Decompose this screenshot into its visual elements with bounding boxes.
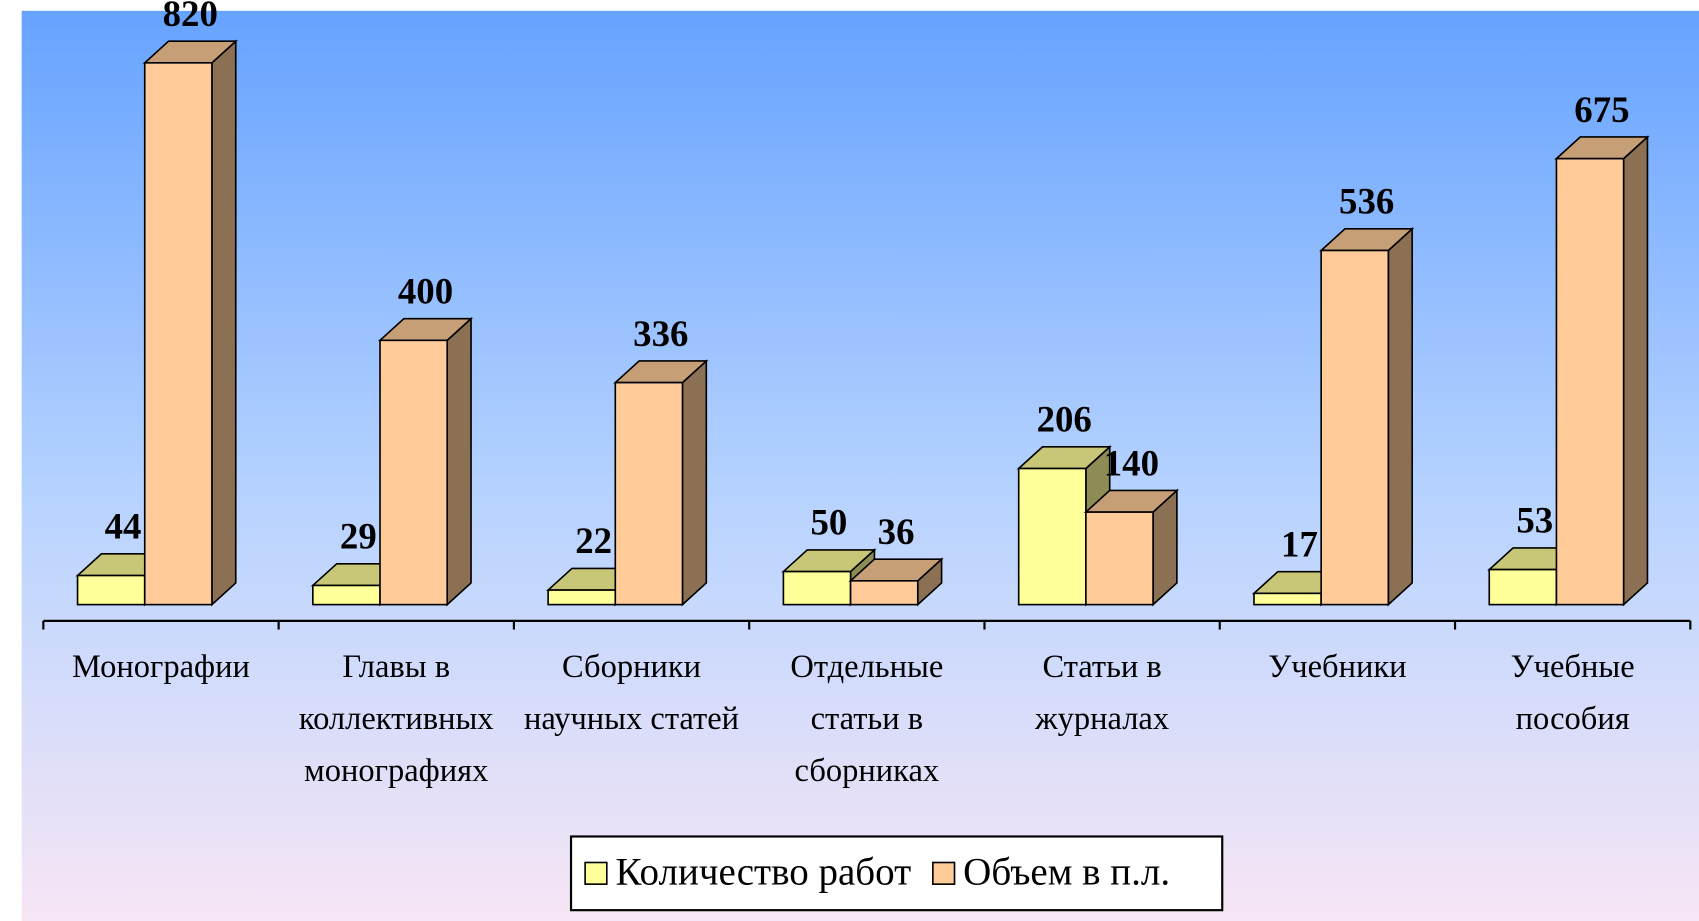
x-tick-label: Сборники научных статей bbox=[524, 649, 740, 737]
data-label: 400 bbox=[398, 270, 453, 311]
data-label: 44 bbox=[105, 506, 142, 547]
bar-front bbox=[614, 381, 684, 606]
bar-front bbox=[379, 339, 449, 606]
legend-swatch bbox=[932, 861, 956, 885]
bar-front bbox=[1085, 511, 1154, 606]
plot-background bbox=[21, 10, 1699, 921]
bar-front bbox=[1017, 467, 1087, 606]
legend: Количество работ Объем в п.л. bbox=[569, 835, 1224, 912]
bar-side bbox=[446, 316, 472, 607]
legend-label: Количество работ bbox=[615, 850, 911, 893]
x-tick-label-box: Главы в коллективных монографиях bbox=[298, 649, 494, 789]
x-tick-label-box: Учебные пособия bbox=[1510, 649, 1635, 737]
bar-side bbox=[1387, 226, 1413, 607]
x-tick-label: Учебные пособия bbox=[1510, 649, 1635, 737]
data-label: 336 bbox=[633, 313, 688, 354]
bar-front bbox=[312, 584, 381, 606]
x-tick-label-box: Монографии bbox=[72, 649, 250, 685]
bar-side bbox=[1622, 135, 1649, 607]
data-label: 17 bbox=[1281, 524, 1318, 565]
bar bbox=[848, 557, 944, 607]
data-label: 820 bbox=[163, 0, 218, 34]
bar-side bbox=[681, 359, 708, 607]
data-label: 140 bbox=[1104, 442, 1159, 483]
bar-front bbox=[1253, 592, 1322, 606]
legend-label: Объем в п.л. bbox=[963, 850, 1170, 893]
bar-front bbox=[1488, 568, 1558, 606]
bar-front bbox=[1555, 157, 1625, 606]
bar bbox=[613, 359, 709, 607]
x-tick-label: Отдельные статьи в сборниках bbox=[790, 649, 944, 789]
bar bbox=[377, 316, 474, 607]
bar bbox=[1319, 226, 1415, 607]
bar-front bbox=[547, 589, 617, 606]
bar-front bbox=[849, 580, 919, 606]
bar bbox=[1554, 135, 1650, 607]
x-tick-label-box: Сборники научных статей bbox=[524, 649, 740, 737]
x-tick-label-box: Отдельные статьи в сборниках bbox=[790, 649, 944, 789]
bar bbox=[142, 39, 238, 607]
x-tick-label-box: Учебники bbox=[1268, 649, 1407, 685]
legend-box bbox=[569, 835, 1224, 912]
data-label: 36 bbox=[878, 511, 915, 552]
x-tick-label: Учебники bbox=[1268, 649, 1407, 685]
x-tick-label: Статьи в журналах bbox=[1035, 649, 1170, 737]
legend-swatch bbox=[584, 861, 608, 885]
data-label: 536 bbox=[1339, 181, 1394, 222]
x-tick-label: Монографии bbox=[72, 649, 250, 685]
bar-side bbox=[211, 39, 237, 607]
data-label: 53 bbox=[1516, 500, 1553, 541]
bar-front bbox=[76, 574, 146, 606]
bar-front bbox=[782, 570, 852, 606]
bar-front bbox=[143, 62, 213, 606]
data-label: 206 bbox=[1037, 399, 1092, 440]
data-label: 50 bbox=[810, 502, 847, 543]
x-tick-label: Главы в коллективных монографиях bbox=[298, 649, 494, 789]
data-label: 675 bbox=[1574, 89, 1629, 130]
data-label: 29 bbox=[340, 516, 377, 557]
bar-front bbox=[1320, 249, 1390, 606]
bar bbox=[1083, 488, 1179, 607]
x-tick-label-box: Статьи в журналах bbox=[1035, 649, 1170, 737]
data-label: 22 bbox=[575, 520, 612, 561]
